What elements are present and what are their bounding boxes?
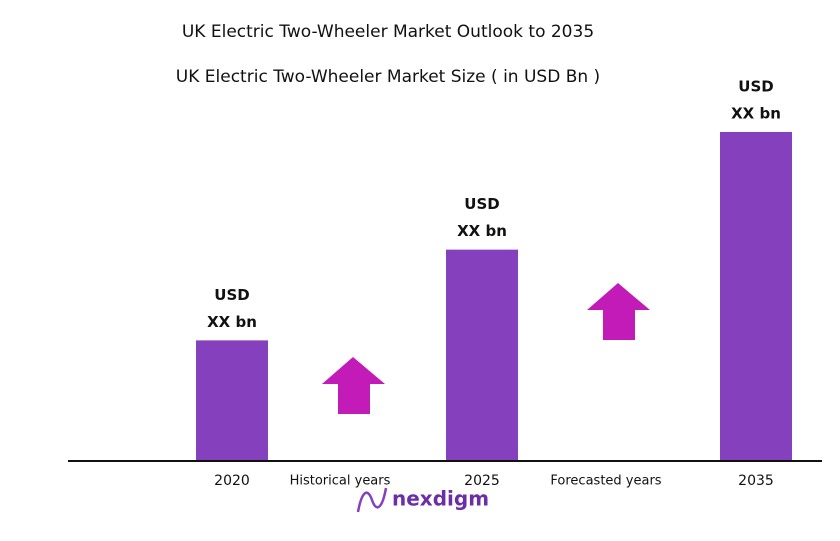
brand: nexdigm bbox=[392, 487, 489, 511]
bar bbox=[720, 132, 792, 460]
chart-subtitle: UK Electric Two-Wheeler Market Size ( in… bbox=[176, 67, 600, 87]
x-tick-label: 2020 bbox=[214, 473, 250, 489]
annotation: Forecasted years bbox=[550, 474, 661, 489]
value-label: XX bn bbox=[731, 105, 781, 123]
value-label: USD bbox=[214, 286, 249, 304]
x-tick-label: 2035 bbox=[738, 473, 774, 489]
x-tick-label: 2025 bbox=[464, 473, 500, 489]
value-label: USD bbox=[738, 78, 773, 96]
value-label: USD bbox=[464, 195, 499, 213]
value-label: XX bn bbox=[207, 313, 257, 331]
bar bbox=[196, 340, 268, 460]
value-label: XX bn bbox=[457, 222, 507, 240]
logo-icon bbox=[356, 487, 388, 513]
bar bbox=[446, 249, 518, 460]
growth-arrow bbox=[587, 283, 650, 340]
annotation: Historical years bbox=[290, 474, 391, 489]
chart-title: UK Electric Two-Wheeler Market Outlook t… bbox=[182, 22, 594, 42]
growth-arrow bbox=[322, 357, 385, 414]
